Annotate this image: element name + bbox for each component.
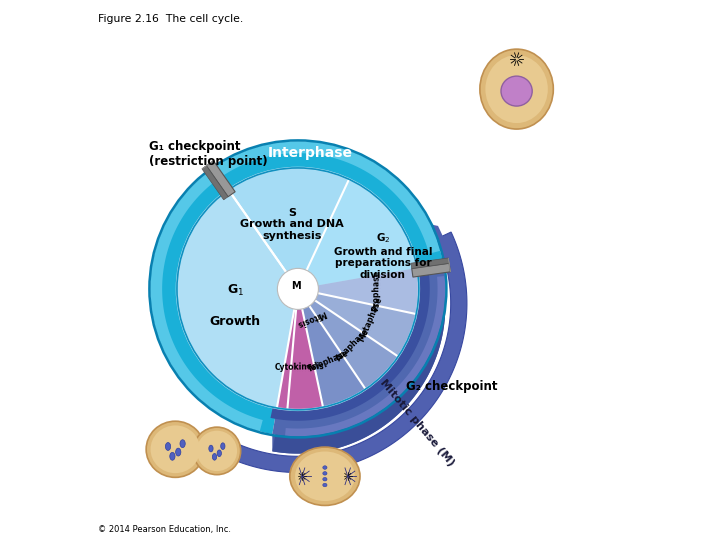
Polygon shape	[425, 223, 449, 251]
Polygon shape	[277, 289, 323, 409]
Ellipse shape	[480, 49, 554, 129]
Ellipse shape	[212, 454, 217, 460]
Ellipse shape	[180, 440, 185, 448]
Ellipse shape	[323, 483, 327, 487]
Polygon shape	[272, 264, 445, 436]
Ellipse shape	[176, 448, 181, 456]
Polygon shape	[150, 141, 441, 431]
Polygon shape	[298, 180, 416, 289]
Polygon shape	[285, 276, 445, 436]
Polygon shape	[411, 258, 449, 268]
Ellipse shape	[295, 451, 355, 501]
Text: Interphase: Interphase	[267, 146, 352, 160]
Ellipse shape	[323, 466, 327, 469]
Text: Telophase: Telophase	[307, 348, 351, 374]
Polygon shape	[202, 161, 213, 169]
Polygon shape	[272, 264, 445, 454]
Ellipse shape	[146, 421, 204, 477]
Ellipse shape	[323, 477, 327, 481]
Text: © 2014 Pearson Education, Inc.: © 2014 Pearson Education, Inc.	[98, 524, 231, 534]
Ellipse shape	[150, 426, 200, 473]
Circle shape	[176, 167, 419, 410]
Text: Cytokinesis: Cytokinesis	[274, 362, 324, 372]
Ellipse shape	[289, 447, 360, 505]
Ellipse shape	[166, 443, 171, 450]
Text: Figure 2.16  The cell cycle.: Figure 2.16 The cell cycle.	[98, 14, 243, 24]
Polygon shape	[178, 191, 298, 408]
Polygon shape	[150, 141, 443, 434]
Polygon shape	[298, 289, 397, 388]
Ellipse shape	[323, 471, 327, 475]
Ellipse shape	[170, 453, 175, 460]
Ellipse shape	[217, 450, 222, 457]
Polygon shape	[227, 232, 467, 472]
Polygon shape	[202, 166, 228, 200]
Text: Anaphase: Anaphase	[335, 326, 372, 362]
Polygon shape	[271, 261, 430, 421]
Polygon shape	[298, 289, 365, 406]
Ellipse shape	[193, 427, 240, 475]
Text: G$_1$

Growth: G$_1$ Growth	[210, 283, 261, 328]
Text: Mitosis: Mitosis	[294, 308, 327, 329]
Text: S
Growth and DNA
synthesis: S Growth and DNA synthesis	[240, 208, 344, 241]
Ellipse shape	[209, 445, 213, 452]
Circle shape	[277, 268, 318, 309]
Polygon shape	[449, 258, 451, 272]
Polygon shape	[229, 169, 348, 289]
Text: M: M	[292, 281, 301, 291]
Polygon shape	[207, 161, 235, 197]
Ellipse shape	[485, 55, 548, 123]
Ellipse shape	[501, 76, 532, 106]
Text: G$_2$
Growth and final
preparations for
division: G$_2$ Growth and final preparations for …	[333, 231, 432, 280]
Polygon shape	[272, 281, 445, 454]
Text: Metaphase: Metaphase	[356, 296, 384, 343]
Polygon shape	[298, 289, 415, 356]
Polygon shape	[276, 268, 419, 428]
Text: G₁ checkpoint
(restriction point): G₁ checkpoint (restriction point)	[150, 140, 268, 168]
Text: Prophase: Prophase	[372, 270, 381, 311]
Polygon shape	[298, 268, 418, 314]
Text: Mitotic phase (M): Mitotic phase (M)	[378, 377, 456, 468]
Ellipse shape	[221, 443, 225, 449]
Polygon shape	[412, 264, 451, 277]
Text: G₂ checkpoint: G₂ checkpoint	[406, 380, 498, 393]
Ellipse shape	[197, 431, 237, 471]
